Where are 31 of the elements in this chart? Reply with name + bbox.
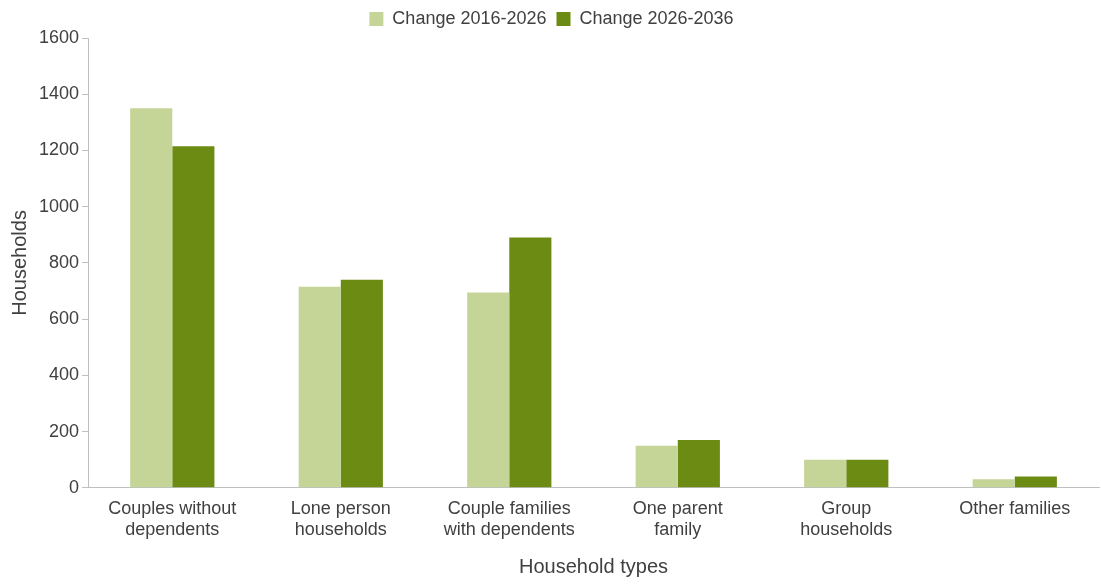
y-tick-label: 0	[69, 476, 80, 497]
bar	[467, 292, 510, 488]
bar	[130, 108, 173, 488]
bar	[846, 459, 889, 488]
bar	[172, 146, 215, 488]
y-tick-label: 200	[49, 420, 80, 441]
y-tick-label: 800	[49, 251, 80, 272]
y-tick-label: 600	[49, 308, 80, 329]
x-tick-label: Couples without dependents	[108, 497, 237, 540]
y-axis-title: Households	[7, 210, 30, 316]
bar	[509, 237, 552, 488]
y-tick-label: 1600	[39, 26, 80, 47]
x-tick-label: Couple families with dependents	[442, 497, 575, 540]
y-tick-label: 1200	[39, 139, 80, 160]
y-tick-label: 1400	[39, 83, 80, 104]
legend-label: Change 2016-2026	[392, 7, 547, 28]
y-tick-label: 1000	[39, 195, 80, 216]
bar	[804, 459, 847, 488]
legend-label: Change 2026-2036	[579, 7, 734, 28]
bar	[635, 445, 678, 488]
x-tick-label: One parent family	[632, 497, 723, 540]
x-tick-label: Lone person households	[290, 497, 391, 540]
bar	[298, 286, 341, 488]
x-tick-label: Other families	[959, 497, 1071, 518]
bar	[1014, 476, 1057, 488]
x-axis-title: Household types	[519, 554, 669, 577]
bar	[677, 440, 720, 488]
y-tick-label: 400	[49, 364, 80, 385]
bar	[340, 279, 383, 488]
x-tick-label: Group households	[800, 497, 893, 540]
bar	[972, 479, 1015, 488]
